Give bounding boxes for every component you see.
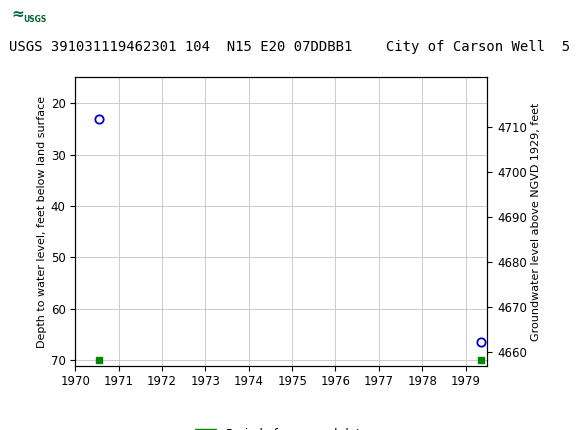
Text: USGS 391031119462301 104  N15 E20 07DDBB1    City of Carson Well  5: USGS 391031119462301 104 N15 E20 07DDBB1… [9,40,571,54]
Text: USGS: USGS [55,7,110,25]
Bar [6,3,46,30]
Text: ≈: ≈ [12,7,24,22]
Y-axis label: Depth to water level, feet below land surface: Depth to water level, feet below land su… [37,95,46,347]
Legend: Period of approved data: Period of approved data [190,423,372,430]
Y-axis label: Groundwater level above NGVD 1929, feet: Groundwater level above NGVD 1929, feet [531,102,541,341]
Text: USGS: USGS [23,15,46,25]
